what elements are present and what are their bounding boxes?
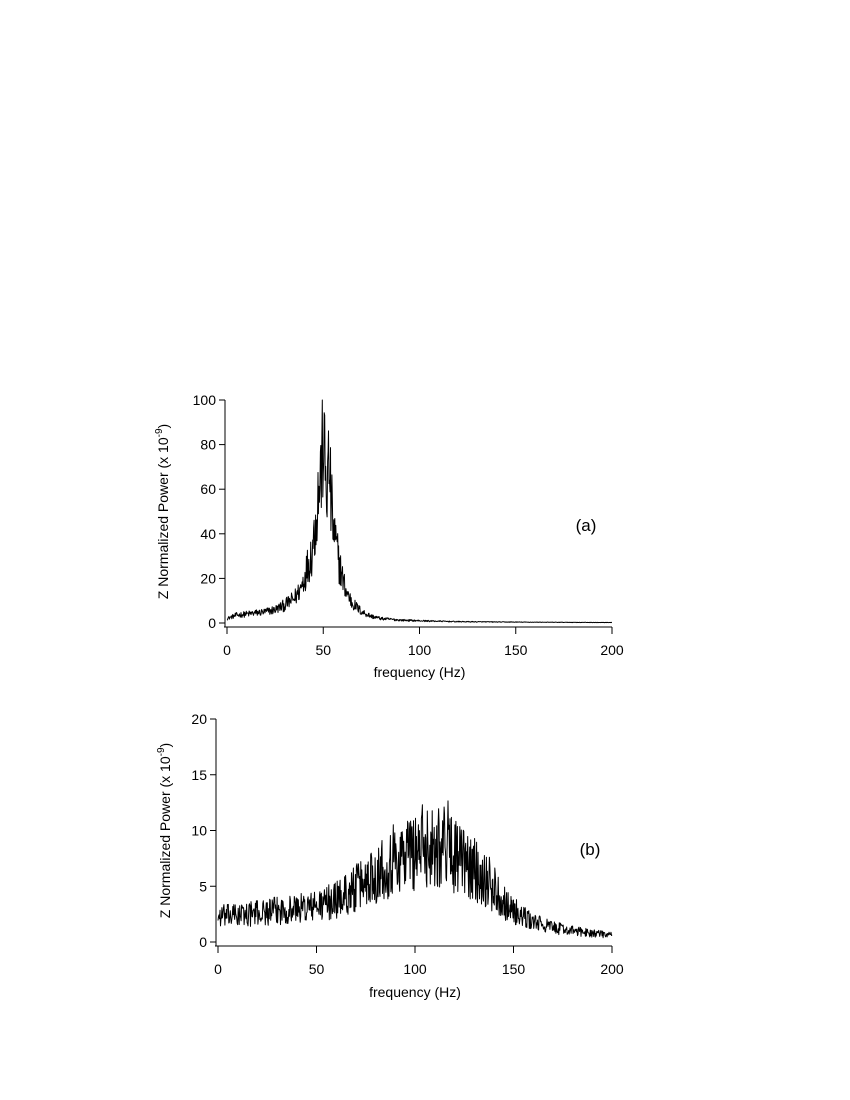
x-tick-label: 0: [214, 961, 222, 977]
x-tick-label: 150: [502, 961, 526, 977]
x-tick-label: 200: [600, 642, 624, 658]
y-tick-label: 5: [199, 878, 207, 894]
y-tick-label: 15: [191, 767, 207, 783]
x-tick-label: 50: [309, 961, 325, 977]
x-tick-label: 0: [223, 642, 231, 658]
y-tick-label: 0: [208, 615, 216, 631]
x-tick-label: 100: [403, 961, 427, 977]
y-tick-label: 60: [200, 481, 216, 497]
panel-label: (a): [576, 516, 597, 535]
y-tick-label: 0: [199, 934, 207, 950]
y-tick-label: 80: [200, 437, 216, 453]
x-tick-label: 150: [504, 642, 528, 658]
y-axis-title: Z Normalized Power (x 10-9): [156, 743, 173, 918]
panel-label: (b): [580, 840, 601, 859]
x-tick-label: 100: [408, 642, 432, 658]
x-axis-title: frequency (Hz): [374, 664, 466, 680]
y-tick-label: 10: [191, 823, 207, 839]
y-axis-title: Z Normalized Power (x 10-9): [154, 424, 171, 599]
y-tick-label: 40: [200, 526, 216, 542]
x-tick-label: 200: [600, 961, 624, 977]
y-tick-label: 20: [200, 570, 216, 586]
y-tick-label: 100: [193, 392, 217, 408]
spectrum-line: [217, 800, 613, 939]
x-tick-label: 50: [315, 642, 331, 658]
y-tick-label: 20: [191, 711, 207, 727]
x-axis-title: frequency (Hz): [369, 984, 461, 1000]
spectrum-line: [226, 399, 612, 624]
chart-a: 0 20 40 60 80 100 0 50 100 150 200 frequency (Hz) Z …: [154, 392, 624, 680]
